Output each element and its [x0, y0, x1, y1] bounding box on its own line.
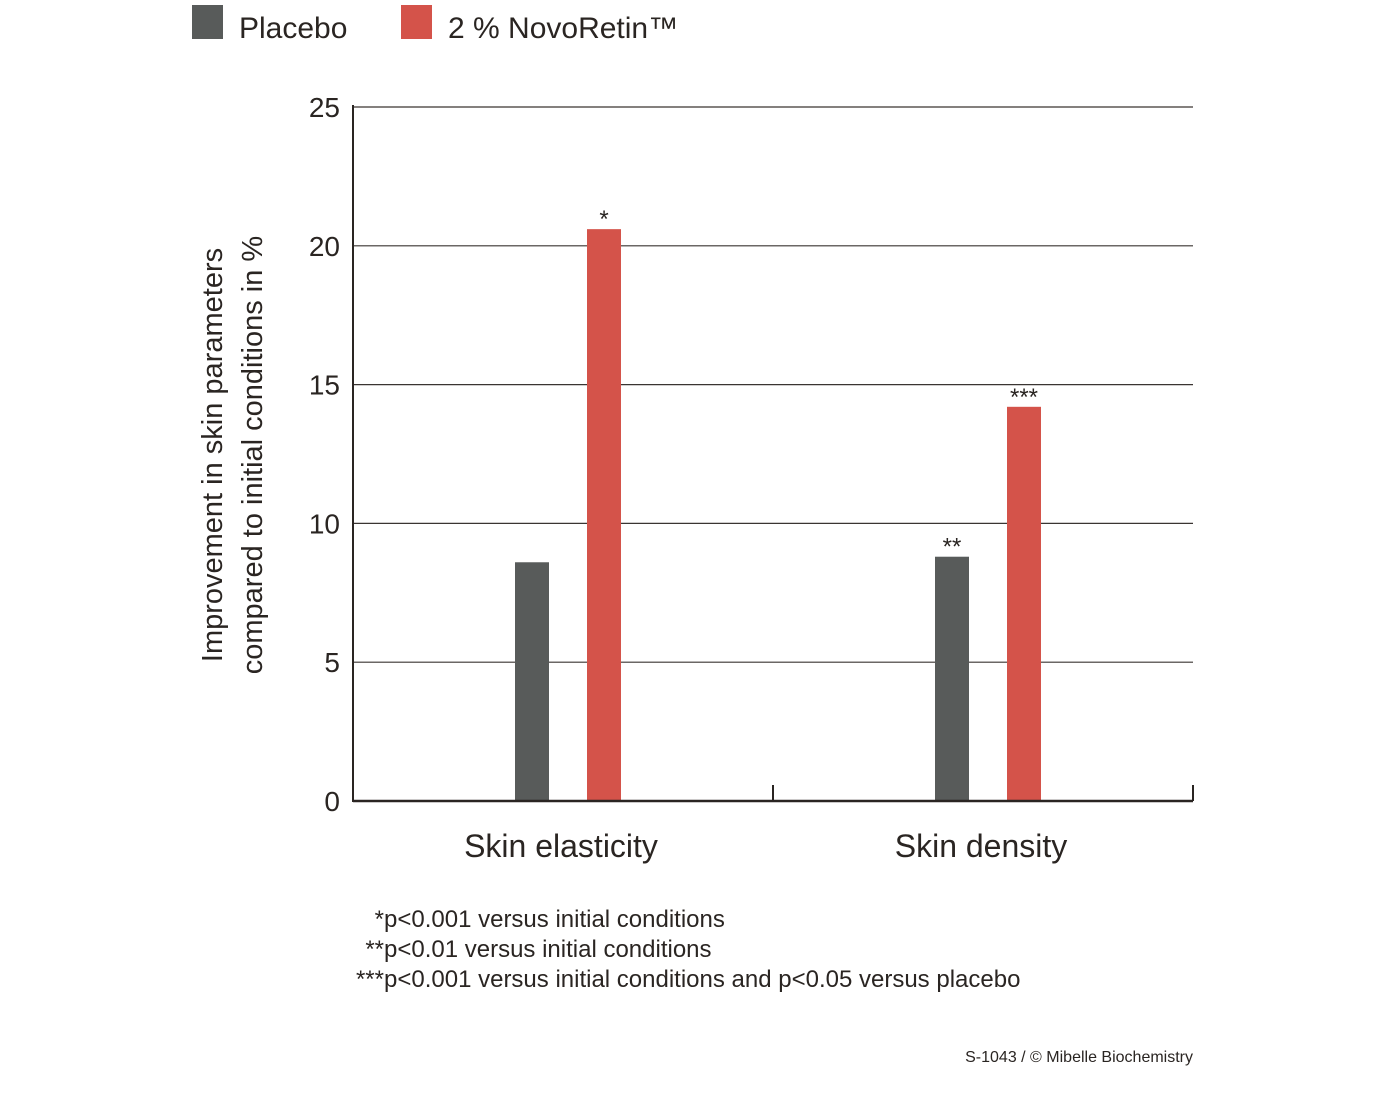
x-category-labels: Skin elasticity Skin density: [464, 828, 1067, 864]
footnote-text: p<0.001 versus initial conditions and p<…: [384, 966, 1020, 993]
y-axis-title-line-2: compared to initial conditions in %: [237, 236, 269, 674]
footnote-1: * p<0.001 versus initial conditions: [375, 906, 725, 933]
legend-swatch-placebo: [192, 5, 223, 39]
footnote-3: *** p<0.001 versus initial conditions and…: [356, 966, 1020, 993]
bar-2-novoretin-skin-density: [1007, 406, 1041, 801]
footnote-2: ** p<0.01 versus initial conditions: [365, 936, 711, 963]
gridlines: [353, 106, 1193, 663]
y-tick-label-5: 5: [324, 647, 340, 678]
bars: [515, 229, 1041, 802]
legend-label-placebo: Placebo: [239, 12, 347, 45]
footnote-text: p<0.01 versus initial conditions: [384, 936, 712, 963]
bar-2-novoretin-skin-elasticity: [587, 229, 621, 802]
bar-placebo-skin-density: [935, 556, 969, 801]
x-category-label-skin-density: Skin density: [895, 828, 1068, 864]
y-tick-label-25: 25: [309, 92, 340, 123]
significance-mark-2-novoretin-skin-elasticity: *: [599, 206, 608, 233]
y-tick-label-10: 10: [309, 508, 340, 539]
legend: Placebo 2 % NovoRetin™: [192, 5, 678, 45]
significance-mark-2-novoretin-skin-density: ***: [1010, 384, 1038, 411]
significance-marks: ******: [599, 206, 1038, 561]
bar-placebo-skin-elasticity: [515, 562, 549, 801]
footnote-stars: **: [365, 936, 384, 963]
x-category-label-skin-elasticity: Skin elasticity: [464, 828, 658, 864]
y-tick-label-0: 0: [324, 786, 340, 817]
footnote-stars: *: [375, 906, 384, 933]
significance-mark-placebo-skin-density: **: [943, 534, 962, 561]
y-axis-title: Improvement in skin parameters compared t…: [197, 236, 269, 674]
y-axis-title-line-1: Improvement in skin parameters: [197, 248, 229, 662]
footnotes: * p<0.001 versus initial conditions** p<0.…: [356, 906, 1020, 993]
axes: [352, 105, 1194, 803]
credit-line: S-1043 / © Mibelle Biochemistry: [965, 1049, 1193, 1066]
legend-label-2-novoretin: 2 % NovoRetin™: [448, 12, 678, 45]
footnote-stars: ***: [356, 966, 384, 993]
y-tick-label-20: 20: [309, 231, 340, 262]
y-tick-label-15: 15: [309, 370, 340, 401]
legend-swatch-2-novoretin: [401, 5, 432, 39]
footnote-text: p<0.001 versus initial conditions: [384, 906, 725, 933]
y-tick-labels: 0 5 10 15 20 25: [309, 92, 340, 817]
